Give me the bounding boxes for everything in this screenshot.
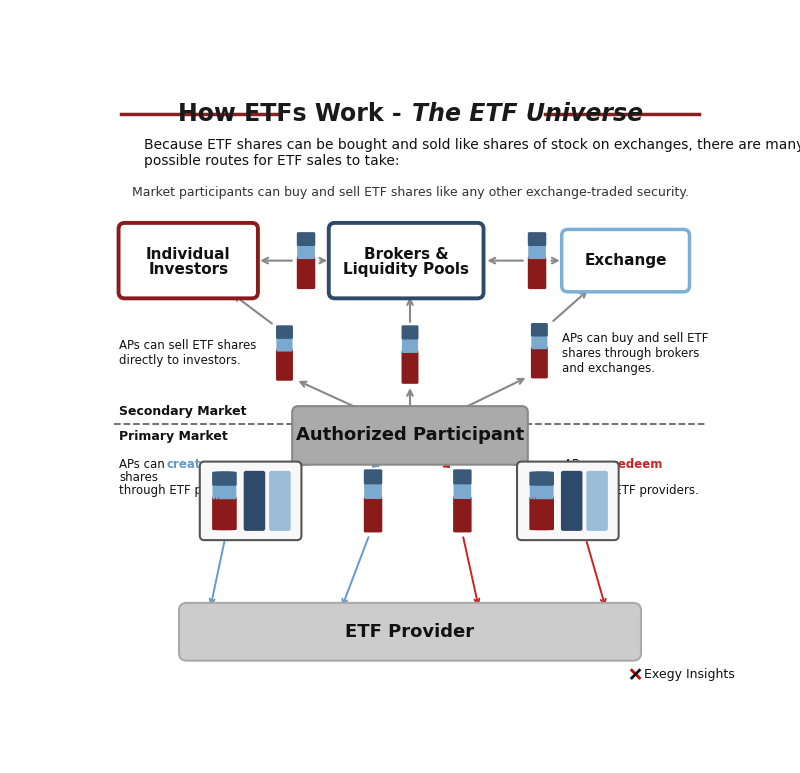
Text: redeem: redeem — [612, 458, 662, 472]
Text: through ETF providers.: through ETF providers. — [564, 485, 698, 497]
Text: shares: shares — [564, 472, 603, 484]
FancyBboxPatch shape — [453, 496, 472, 533]
Text: create: create — [166, 458, 209, 472]
Text: Authorized Participant: Authorized Participant — [296, 427, 524, 444]
FancyBboxPatch shape — [297, 232, 315, 246]
FancyBboxPatch shape — [533, 483, 550, 499]
FancyBboxPatch shape — [212, 496, 230, 530]
FancyBboxPatch shape — [453, 469, 472, 485]
FancyBboxPatch shape — [528, 232, 546, 246]
Text: Because ETF shares can be bought and sold like shares of stock on exchanges, the: Because ETF shares can be bought and sol… — [144, 138, 800, 152]
Text: Liquidity Pools: Liquidity Pools — [343, 262, 469, 278]
FancyBboxPatch shape — [533, 472, 551, 485]
FancyBboxPatch shape — [179, 603, 641, 661]
Text: Brokers &: Brokers & — [364, 247, 449, 262]
FancyBboxPatch shape — [535, 496, 554, 530]
FancyBboxPatch shape — [530, 483, 547, 499]
FancyBboxPatch shape — [531, 334, 547, 349]
FancyBboxPatch shape — [530, 472, 548, 485]
FancyBboxPatch shape — [530, 496, 548, 530]
Text: How ETFs Work -: How ETFs Work - — [178, 102, 410, 126]
FancyBboxPatch shape — [218, 496, 237, 530]
Text: Market participants can buy and sell ETF shares like any other exchange-traded s: Market participants can buy and sell ETF… — [131, 186, 689, 199]
FancyBboxPatch shape — [215, 483, 234, 499]
Text: shares: shares — [119, 472, 158, 484]
Text: APs can: APs can — [119, 458, 169, 472]
FancyBboxPatch shape — [586, 471, 608, 531]
Text: APs can: APs can — [564, 458, 614, 472]
FancyBboxPatch shape — [218, 483, 236, 499]
FancyBboxPatch shape — [297, 243, 315, 259]
FancyBboxPatch shape — [200, 461, 302, 540]
FancyBboxPatch shape — [531, 323, 548, 336]
FancyBboxPatch shape — [215, 472, 234, 485]
FancyBboxPatch shape — [276, 325, 293, 339]
Text: Exchange: Exchange — [584, 253, 667, 268]
FancyBboxPatch shape — [364, 482, 382, 499]
FancyBboxPatch shape — [276, 349, 293, 381]
Text: The ETF Universe: The ETF Universe — [412, 102, 643, 126]
FancyBboxPatch shape — [269, 471, 290, 531]
FancyBboxPatch shape — [402, 350, 418, 384]
FancyBboxPatch shape — [244, 471, 266, 531]
FancyBboxPatch shape — [402, 325, 418, 339]
FancyBboxPatch shape — [535, 472, 554, 485]
FancyBboxPatch shape — [118, 223, 258, 298]
FancyBboxPatch shape — [528, 243, 546, 259]
FancyBboxPatch shape — [364, 496, 382, 533]
Text: Investors: Investors — [148, 262, 228, 278]
FancyBboxPatch shape — [215, 496, 234, 530]
FancyBboxPatch shape — [533, 496, 551, 530]
FancyBboxPatch shape — [212, 472, 230, 485]
Text: ETF Provider: ETF Provider — [346, 623, 474, 641]
Text: Secondary Market: Secondary Market — [119, 405, 246, 417]
FancyBboxPatch shape — [364, 469, 382, 485]
FancyBboxPatch shape — [561, 471, 582, 531]
FancyBboxPatch shape — [218, 472, 237, 485]
Text: Individual: Individual — [146, 247, 230, 262]
Text: Exegy Insights: Exegy Insights — [644, 668, 735, 680]
FancyBboxPatch shape — [402, 337, 418, 353]
Text: APs can buy and sell ETF
shares through brokers
and exchanges.: APs can buy and sell ETF shares through … — [562, 332, 709, 375]
Text: through ETF providers.: through ETF providers. — [119, 485, 254, 497]
FancyBboxPatch shape — [562, 230, 690, 291]
FancyBboxPatch shape — [277, 336, 293, 352]
FancyBboxPatch shape — [292, 406, 528, 465]
Text: possible routes for ETF sales to take:: possible routes for ETF sales to take: — [144, 154, 400, 168]
FancyBboxPatch shape — [536, 483, 554, 499]
FancyBboxPatch shape — [329, 223, 483, 298]
FancyBboxPatch shape — [213, 483, 230, 499]
Text: Primary Market: Primary Market — [119, 430, 228, 443]
FancyBboxPatch shape — [454, 482, 471, 499]
FancyBboxPatch shape — [531, 346, 548, 379]
Text: APs can sell ETF shares
directly to investors.: APs can sell ETF shares directly to inve… — [119, 339, 256, 367]
FancyBboxPatch shape — [528, 257, 546, 289]
FancyBboxPatch shape — [297, 257, 315, 289]
FancyBboxPatch shape — [517, 461, 618, 540]
